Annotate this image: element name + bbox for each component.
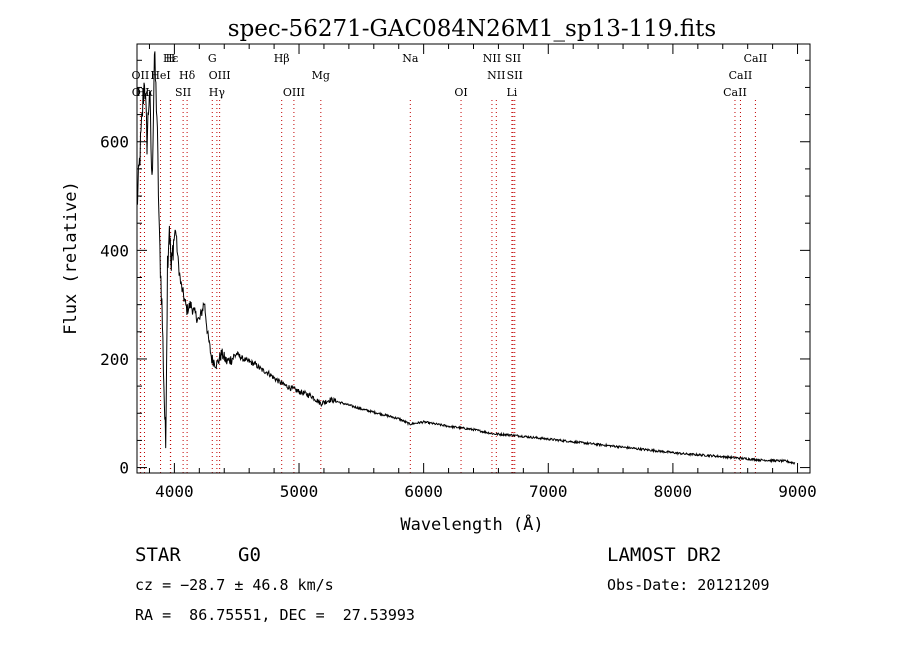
- chart-title: spec-56271-GAC084N26M1_sp13-119.fits: [228, 16, 716, 42]
- plot-frame: [136, 43, 811, 474]
- line-marker-label: Mg: [312, 69, 330, 82]
- line-marker-label: G: [208, 52, 217, 65]
- spectrum-line: [136, 51, 796, 465]
- y-tick-label: 600: [100, 133, 129, 152]
- survey-name: LAMOST DR2: [607, 544, 721, 566]
- object-class: STAR: [135, 544, 181, 566]
- info-panel: STAR G0 LAMOST DR2 cz = −28.7 ± 46.8 km/…: [135, 544, 770, 624]
- line-marker-label: OIII: [209, 69, 231, 82]
- x-axis-label: Wavelength (Å): [400, 513, 543, 535]
- line-marker-label: CaII: [729, 69, 753, 82]
- line-marker-label: SII: [175, 86, 191, 99]
- line-marker-label: OI: [454, 86, 467, 99]
- axes: 4000 5000 6000 7000 8000 9000 0 200 400 600: [100, 44, 817, 501]
- y-tick-label: 0: [119, 459, 129, 478]
- observation-date: Obs-Date: 20121209: [607, 576, 770, 594]
- x-tick-label: 8000: [654, 482, 693, 501]
- line-marker-label: OII: [132, 69, 150, 82]
- line-marker-label: Hβ: [274, 52, 290, 65]
- line-marker-label: CaII: [744, 52, 768, 65]
- y-axis-label: Flux (relative): [61, 181, 81, 335]
- redshift-cz: cz = −28.7 ± 46.8 km/s: [135, 576, 334, 594]
- line-marker-label: Hγ: [209, 86, 226, 99]
- line-marker-label: Hε: [163, 52, 179, 65]
- x-tick-label: 4000: [155, 482, 194, 501]
- line-marker-label: CaII: [723, 86, 747, 99]
- x-tick-label: 5000: [280, 482, 319, 501]
- line-marker-label: NII: [487, 69, 505, 82]
- y-tick-label: 200: [100, 350, 129, 369]
- y-tick-label: 400: [100, 241, 129, 260]
- x-tick-label: 6000: [404, 482, 443, 501]
- line-marker-label: Li: [506, 86, 517, 99]
- line-marker-label: NII: [483, 52, 501, 65]
- spectral-subclass: G0: [238, 544, 261, 566]
- line-marker-label: SII: [505, 52, 521, 65]
- x-tick-label: 7000: [529, 482, 568, 501]
- line-marker-label: HeI: [150, 69, 170, 82]
- line-marker-label: H: [166, 52, 176, 65]
- line-marker-label: Na: [402, 52, 419, 65]
- line-marker-label: SII: [507, 69, 523, 82]
- x-tick-label: 9000: [778, 482, 817, 501]
- sky-coordinates: RA = 86.75551, DEC = 27.53993: [135, 606, 415, 624]
- line-marker-label: Hδ: [179, 69, 196, 82]
- line-marker-label: OIII: [283, 86, 305, 99]
